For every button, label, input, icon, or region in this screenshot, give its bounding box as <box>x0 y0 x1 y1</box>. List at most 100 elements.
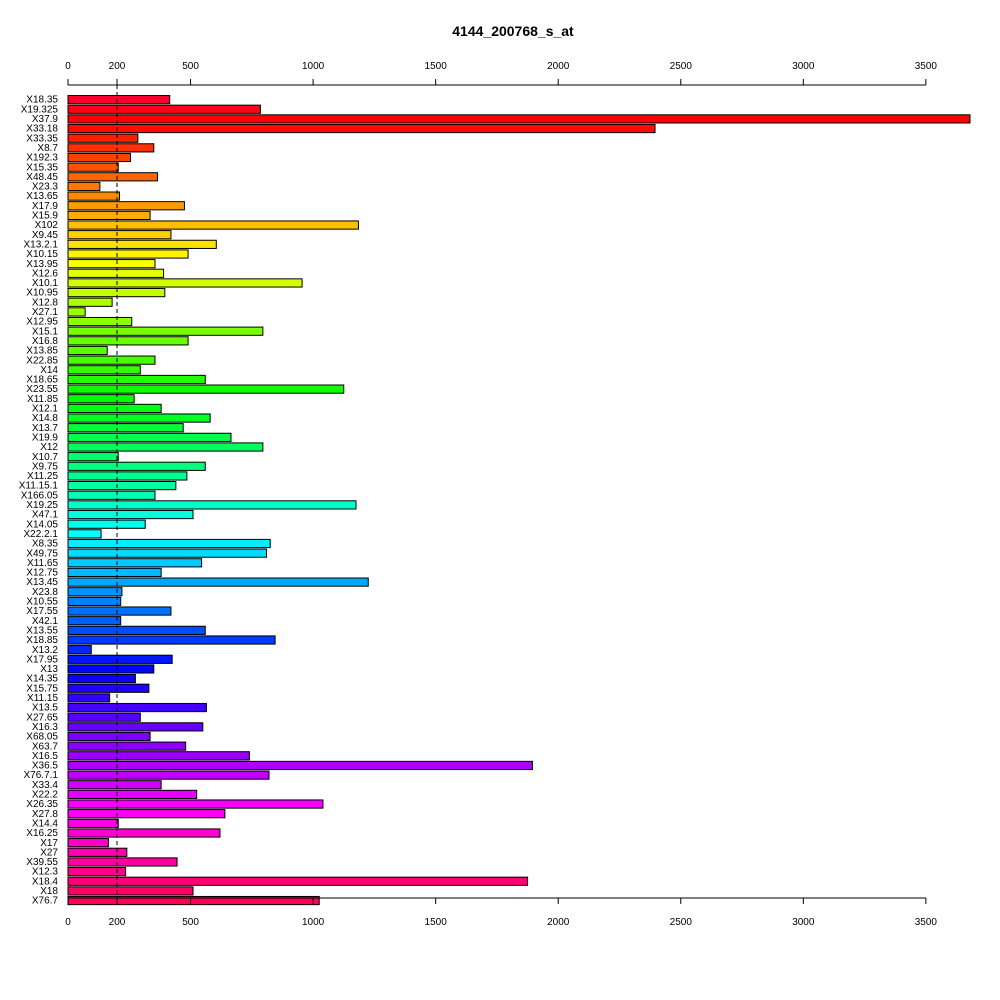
category-label: X22.85 <box>26 355 58 366</box>
category-label: X27.65 <box>26 712 58 723</box>
category-label: X12 <box>40 442 58 453</box>
bar-X11.65 <box>67 558 203 568</box>
category-label: X16.25 <box>26 828 58 839</box>
category-label: X10.1 <box>32 278 59 289</box>
bar-X27.1 <box>67 307 86 317</box>
bar-X13 <box>67 664 155 674</box>
category-label: X19.325 <box>21 104 59 115</box>
bar-X36.5 <box>67 760 533 771</box>
category-label: X13.95 <box>26 259 58 270</box>
bar-X15.1 <box>67 326 264 336</box>
category-label: X16.3 <box>32 722 59 733</box>
category-label: X12.75 <box>26 568 58 579</box>
category-label: X10.7 <box>32 452 59 463</box>
category-label: X17 <box>40 838 58 849</box>
bar-X10.95 <box>67 288 166 298</box>
category-label: X47.1 <box>32 510 59 521</box>
category-label: X192.3 <box>26 153 58 164</box>
category-label: X23.3 <box>32 182 59 193</box>
bar-X102 <box>67 220 359 230</box>
category-label: X8.35 <box>32 539 59 550</box>
bottom-tick-label: 2000 <box>547 917 570 928</box>
bottom-tick-label: 3500 <box>915 917 938 928</box>
top-tick-label: 1000 <box>302 61 325 72</box>
category-label: X15.1 <box>32 326 59 337</box>
category-label: X14.05 <box>26 519 58 530</box>
bar-X13.5 <box>67 702 207 713</box>
category-label: X11.15.1 <box>19 481 59 492</box>
bar-X22.2.1 <box>67 529 102 539</box>
category-label: X12.3 <box>32 867 59 878</box>
bottom-tick-label: 0 <box>65 917 71 928</box>
category-label: X102 <box>35 220 59 231</box>
category-label: X166.05 <box>21 490 59 501</box>
bar-X14.4 <box>67 818 119 828</box>
bar-X18.4 <box>67 876 529 886</box>
bar-X11.85 <box>67 394 135 404</box>
bottom-tick-label: 500 <box>182 917 199 928</box>
category-label: X13.2.1 <box>24 239 59 250</box>
category-label: X42.1 <box>32 616 59 627</box>
bar-X33.4 <box>67 780 162 790</box>
bar-X12.3 <box>67 867 127 877</box>
bar-X16.3 <box>67 722 204 732</box>
bar-X68.05 <box>67 731 151 742</box>
category-label: X14 <box>40 365 58 376</box>
top-tick-label: 500 <box>182 61 199 72</box>
category-label: X39.55 <box>26 857 58 868</box>
category-label: X16.5 <box>32 751 59 762</box>
category-label: X48.45 <box>26 172 58 183</box>
category-label: X12.8 <box>32 297 59 308</box>
category-label: X22.2 <box>32 790 59 801</box>
bar-X15.35 <box>67 162 119 172</box>
category-label: X13.55 <box>26 625 58 636</box>
bar-X15.9 <box>67 210 151 221</box>
bar-X12.6 <box>67 268 165 278</box>
category-label: X17.55 <box>26 606 58 617</box>
chart-title: 4144_200768_s_at <box>452 23 574 39</box>
bar-X10.15 <box>67 249 189 259</box>
category-label: X9.75 <box>32 461 59 472</box>
bar-X23.8 <box>67 587 123 597</box>
bar-X11.25 <box>67 471 188 481</box>
bar-X63.7 <box>67 741 187 751</box>
bar-X16.5 <box>67 751 250 761</box>
category-label: X37.9 <box>32 114 59 125</box>
bar-X14.8 <box>67 413 211 423</box>
bar-X9.45 <box>67 230 172 240</box>
bar-X27.8 <box>67 809 226 819</box>
bar-X12.8 <box>67 297 113 307</box>
bar-X17.9 <box>67 201 185 211</box>
category-label: X11.65 <box>27 558 58 569</box>
bar-X13.95 <box>67 259 156 269</box>
category-label: X76.7 <box>32 896 59 907</box>
category-label: X18.85 <box>26 635 58 646</box>
top-tick-label: 0 <box>65 61 71 72</box>
category-label: X36.5 <box>32 761 59 772</box>
category-label: X23.8 <box>32 587 59 598</box>
category-label: X26.35 <box>26 799 58 810</box>
category-label: X10.15 <box>26 249 58 260</box>
top-tick-label: 2000 <box>547 61 570 72</box>
bar-X10.7 <box>67 452 119 462</box>
category-label: X13.65 <box>26 191 58 202</box>
bar-X13.65 <box>67 191 120 201</box>
bar-X19.325 <box>67 104 261 114</box>
top-tick-label: 3000 <box>792 61 815 72</box>
category-label: X33.18 <box>26 124 58 135</box>
bar-X10.55 <box>67 596 122 606</box>
bar-X33.18 <box>67 123 656 134</box>
bottom-tick-label: 1500 <box>425 917 448 928</box>
category-label: X27.1 <box>32 307 59 318</box>
category-label: X19.25 <box>26 500 58 511</box>
category-label: X15.75 <box>26 683 58 694</box>
bar-X18 <box>67 886 194 896</box>
category-label: X13.7 <box>32 423 59 434</box>
bar-X17.95 <box>67 654 173 664</box>
category-label: X15.35 <box>26 162 58 173</box>
bar-X39.55 <box>67 857 178 867</box>
top-tick-label: 3500 <box>915 61 938 72</box>
bar-X9.75 <box>67 461 206 471</box>
category-label: X18.4 <box>32 876 59 887</box>
